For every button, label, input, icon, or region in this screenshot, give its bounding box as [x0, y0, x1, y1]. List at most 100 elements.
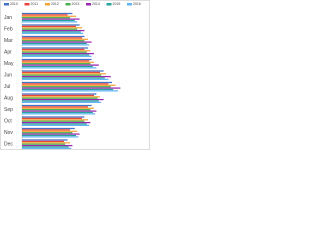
legend-label: 2014	[92, 2, 100, 6]
bar	[22, 73, 106, 75]
bar	[22, 71, 100, 74]
bar	[22, 58, 92, 61]
bar	[22, 104, 92, 107]
bar	[22, 110, 97, 112]
bar	[22, 42, 87, 45]
legend-label: 2011	[31, 2, 39, 6]
bar	[22, 84, 116, 86]
bar	[22, 44, 90, 46]
bar	[22, 129, 70, 131]
bar	[22, 93, 97, 95]
legend-swatch	[65, 3, 71, 6]
bar	[22, 55, 92, 57]
bar	[22, 119, 88, 121]
bar	[22, 81, 112, 84]
y-tick-label: May	[4, 61, 14, 67]
bar	[22, 67, 97, 69]
bar	[22, 29, 85, 32]
legend-label: 2016	[133, 2, 141, 6]
legend-swatch	[4, 3, 9, 6]
bar	[22, 54, 90, 56]
bar	[22, 98, 104, 101]
bar	[22, 133, 80, 135]
bar	[22, 94, 94, 97]
legend: 2010 2011 2012 2013 2014 2015 2016	[4, 2, 141, 6]
bar	[22, 31, 81, 33]
bar	[22, 28, 78, 30]
bar	[22, 25, 76, 28]
bar	[22, 106, 88, 108]
bar	[22, 61, 94, 63]
bar	[22, 136, 79, 138]
bar	[22, 38, 88, 40]
bar	[22, 113, 96, 115]
bar	[22, 97, 98, 99]
y-tick-label: Aug	[4, 96, 13, 102]
y-tick-label: Apr	[4, 50, 12, 56]
bar	[22, 51, 87, 53]
bar	[22, 147, 72, 149]
legend-label: 2010	[10, 2, 18, 6]
bar	[22, 146, 69, 148]
bar	[22, 100, 99, 102]
bar	[22, 107, 94, 109]
y-tick-label: Nov	[4, 130, 13, 136]
bar	[22, 27, 82, 29]
bar	[22, 18, 80, 20]
bar	[22, 32, 84, 34]
bar	[22, 96, 100, 98]
bar	[22, 127, 75, 130]
bar	[22, 65, 93, 68]
legend-swatch	[24, 3, 30, 6]
bar	[22, 35, 85, 38]
y-tick-label: Jul	[4, 84, 10, 90]
bar	[22, 90, 118, 92]
bar	[22, 111, 93, 114]
bar	[22, 130, 78, 132]
bar	[22, 19, 75, 22]
y-tick-label: Sep	[4, 107, 13, 113]
y-tick-label: Jun	[4, 73, 12, 79]
bar	[22, 121, 91, 124]
bar	[22, 101, 102, 103]
bar	[22, 60, 90, 62]
legend-label: 2012	[51, 2, 59, 6]
bar	[22, 88, 114, 91]
bar	[22, 24, 80, 26]
bar	[22, 86, 111, 88]
bar	[22, 15, 76, 17]
bar	[22, 50, 91, 52]
bar	[22, 124, 90, 126]
bar	[22, 83, 109, 85]
bar	[22, 48, 85, 51]
bar	[22, 14, 68, 16]
bar	[22, 63, 91, 65]
bar	[22, 142, 70, 144]
bar	[22, 64, 99, 66]
legend-label: 2013	[72, 2, 80, 6]
y-tick-label: Dec	[4, 142, 13, 148]
bar	[22, 87, 121, 89]
bar	[22, 77, 105, 79]
bar	[22, 139, 68, 141]
legend-swatch	[45, 3, 50, 6]
bar	[22, 41, 92, 43]
legend-swatch	[86, 3, 91, 6]
bar	[22, 78, 109, 80]
bar	[22, 143, 66, 145]
y-tick-label: Mar	[4, 38, 13, 44]
bar	[22, 47, 88, 49]
bar	[22, 140, 64, 143]
bar	[22, 116, 85, 118]
y-tick-label: Jan	[4, 15, 12, 21]
bar	[22, 17, 70, 19]
bar	[22, 74, 102, 76]
bar	[22, 123, 87, 125]
bar	[22, 109, 91, 111]
bar	[22, 40, 85, 42]
legend-swatch	[127, 3, 132, 6]
legend-label: 2015	[113, 2, 121, 6]
bar	[22, 37, 82, 39]
y-tick-label: Feb	[4, 27, 13, 33]
bar	[22, 21, 78, 23]
